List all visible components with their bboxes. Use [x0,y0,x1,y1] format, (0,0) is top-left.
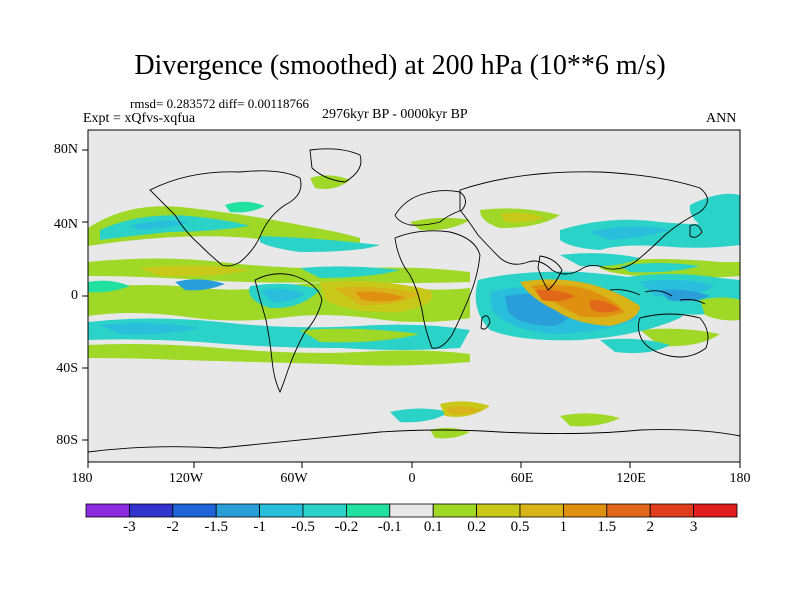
field-southern-ocean [390,401,620,439]
lon-label-60e: 60E [510,471,534,486]
colorbar-label: -1 [253,519,266,535]
field-northern-band [88,175,740,252]
colorbar-swatch [345,503,391,518]
colorbar-label: -0.5 [291,519,315,535]
colorbar-swatch [606,503,651,518]
colorbar-label: -2 [166,519,180,535]
colorbar-swatch [172,503,217,518]
colorbar-label: -1.5 [204,519,229,535]
colorbar-swatch [563,503,608,518]
lon-label-180e: 180 [729,471,751,486]
lat-label-0: 0 [71,288,78,303]
axis-ticks [82,149,741,468]
lat-label-40n: 40N [53,217,78,232]
lon-label-0: 0 [408,471,416,486]
colorbar-swatch [389,503,434,518]
colorbar-label: -0.1 [377,519,402,535]
field-subtropical-north [88,258,740,283]
lon-label-120w: 120W [168,471,204,486]
coastlines [88,148,740,453]
colorbar-swatch [85,503,130,518]
colorbar-swatch [128,503,174,518]
colorbar-label: 0.2 [467,519,486,535]
lat-label-40s: 40S [56,361,78,376]
colorbar-swatch [215,503,260,518]
colorbar-label: 2 [646,519,654,535]
colorbar-label: 3 [689,519,698,535]
chart-title: Divergence (smoothed) at 200 hPa (10**6 … [134,50,666,81]
period-label: 2976kyr BP - 0000kyr BP [322,107,468,122]
lat-label-80s: 80S [56,433,78,448]
colorbar-swatch [259,503,304,518]
lon-label-60w: 60W [280,471,308,486]
lon-label-180w: 180 [71,471,93,486]
colorbar-label: 1.5 [597,519,617,535]
field-west-pacific [620,274,740,321]
colorbar-swatch [693,503,738,518]
lat-label-80n: 80N [53,142,78,157]
experiment-label: Expt = xQfvs-xqfua [83,111,196,126]
season-label: ANN [706,111,737,126]
colorbar-swatch [519,503,564,518]
rmsd-diff-stats: rmsd= 0.283572 diff= 0.00118766 [130,96,309,111]
colorbar-swatch [649,503,695,518]
colorbar-label: 0.5 [510,519,530,535]
colorbar-label: 1 [559,519,568,535]
colorbar-swatch [476,503,521,518]
field-equatorial [88,279,470,322]
colorbar-swatch [432,503,478,518]
colorbar-swatch [302,503,347,518]
colorbar-label: -0.2 [334,519,359,535]
colorbar-label: 0.1 [423,519,443,535]
lon-label-120e: 120E [616,471,646,486]
colorbar-label: -3 [123,519,136,535]
